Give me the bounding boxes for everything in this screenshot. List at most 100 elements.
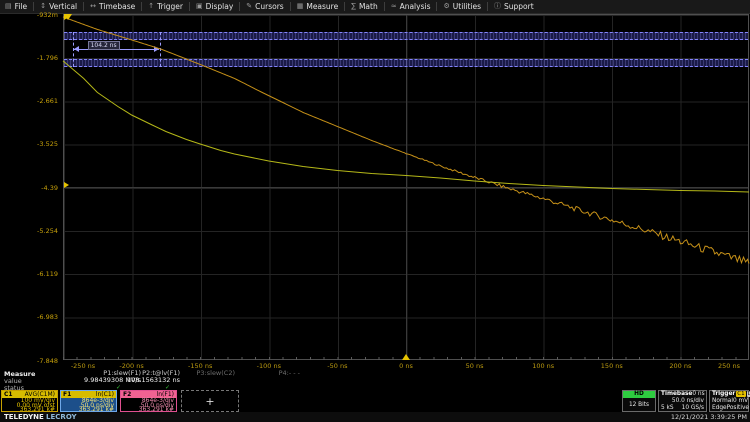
menu-item-display[interactable]: ▣ Display: [191, 0, 238, 13]
timebase-scale: 50.0 ns/div: [671, 398, 704, 404]
menu-item-analysis[interactable]: ≈ Analysis: [386, 0, 436, 13]
menu-separator: [344, 2, 346, 11]
x-axis-label: 200 ns: [669, 362, 692, 370]
add-trace-button[interactable]: +: [181, 390, 239, 412]
p3-label: P3:slew(C2): [196, 369, 236, 377]
f1-tag: ln(C1): [95, 391, 114, 398]
menu-item-label: Support: [504, 2, 534, 11]
x-axis-label: -100 ns: [256, 362, 281, 370]
cursor-delta-label: 104.2 ns: [87, 41, 120, 50]
brand-logo: TELEDYNE LECROY: [4, 413, 77, 421]
trigger-mode: Normal: [712, 398, 733, 404]
c1-tag: AVG(C1M): [24, 391, 55, 398]
f2-scale: 864e-3/div: [141, 397, 174, 404]
f1-id: F1: [63, 391, 72, 398]
menu-bar: ▤ File ↕ Vertical ↔ Timebase ↑ Trigger ▣ Display ✎…: [0, 0, 750, 14]
f1-timebase: 50.0 ns/div: [80, 401, 114, 409]
measure-param-p2[interactable]: P2:t@lv(F1) 108.1563132 ns ✓: [80, 369, 180, 392]
support-icon: ⓘ: [494, 2, 501, 10]
p2-label: P2:t@lv(F1): [142, 369, 180, 377]
menu-item-support[interactable]: ⓘ Support: [489, 0, 539, 13]
menu-separator: [383, 2, 385, 11]
display-icon: ▣: [196, 2, 203, 10]
measure-param-p1[interactable]: P1:slew(F1) 9.98439308 MV/s ✓: [41, 369, 141, 392]
measure-param-p3[interactable]: P3:slew(C2): [135, 369, 236, 377]
c1-sweeps: 363.291 k#: [19, 406, 55, 414]
x-axis-label: -250 ns: [70, 362, 96, 370]
timebase-offset: 0 ns: [692, 391, 705, 397]
menu-item-measure[interactable]: ▦ Measure: [292, 0, 344, 13]
y-axis-label: -5.254: [37, 226, 58, 235]
menu-item-vertical[interactable]: ↕ Vertical: [35, 0, 82, 13]
menu-item-utilities[interactable]: ⚙ Utilities: [438, 0, 486, 13]
p1-value: 9.98439308 MV/s: [84, 376, 141, 384]
menu-item-trigger[interactable]: ↑ Trigger: [143, 0, 188, 13]
timebase-samples: 5 kS: [661, 405, 674, 411]
hd-badge: HD: [623, 391, 655, 398]
y-axis-label: -7.848: [37, 356, 58, 365]
menu-item-math[interactable]: ∑ Math: [346, 0, 382, 13]
p1-status-ok-icon: ✓: [115, 384, 121, 391]
menu-separator: [83, 2, 85, 11]
menu-item-label: File: [14, 2, 28, 11]
menu-item-label: Trigger: [157, 2, 183, 11]
measure-gate-band[interactable]: [64, 32, 748, 41]
measure-icon: ▦: [296, 2, 304, 10]
y-axis-label: -1.796: [37, 53, 58, 62]
f2-tag: ln(F1): [156, 391, 174, 398]
menu-separator: [33, 2, 35, 11]
measure-param-p4[interactable]: P4:- - -: [200, 370, 300, 377]
x-axis-label: 0 ns: [399, 362, 413, 370]
y-axis-label: -2.661: [37, 97, 58, 105]
menu-item-label: Vertical: [49, 2, 78, 11]
trigger-level: 0 mV: [732, 398, 749, 404]
f-trace-level-marker[interactable]: [64, 182, 69, 188]
timebase-rate: 10 GS/s: [681, 405, 704, 411]
menu-item-cursors[interactable]: ✎ Cursors: [241, 0, 288, 13]
y-axis-label: -932m: [36, 10, 58, 19]
menu-item-label: Math: [358, 2, 378, 11]
p1-label: P1:slew(F1): [103, 369, 141, 377]
menu-item-timebase[interactable]: ↔ Timebase: [85, 0, 140, 13]
trigger-icon: ↑: [148, 2, 155, 10]
c1-scale: 100 mV/div: [20, 397, 55, 404]
y-axis-label: -6.983: [37, 313, 58, 322]
menu-separator: [141, 2, 143, 11]
c1-level-marker[interactable]: [64, 14, 69, 20]
channel-descriptor-c1[interactable]: C1 AVG(C1M) 100 mV/div 0.00 mV ofst 363.…: [1, 390, 58, 412]
timebase-icon: ↔: [90, 2, 97, 10]
f2-sweeps: 363.291 k#: [138, 406, 174, 414]
measure-title: Measure: [4, 370, 36, 378]
datetime: 12/21/2021 3:39:25 PM: [670, 413, 747, 421]
analysis-icon: ≈: [390, 2, 397, 10]
timebase-summary-box[interactable]: Timebase 0 ns 50.0 ns/div 5 kS 10 GS/s: [658, 390, 707, 412]
x-axis-label: 50 ns: [465, 362, 484, 370]
x-axis-label: 100 ns: [532, 362, 555, 370]
x-axis-label: 250 ns: [718, 362, 740, 370]
trigger-coupling-chip: DC: [746, 391, 750, 397]
f2-timebase: 50.0 ns/div: [140, 401, 174, 409]
measure-table: Measure value status P1:slew(F1) 9.98439…: [0, 369, 750, 393]
hd-mode-box[interactable]: HD 12 Bits: [622, 390, 656, 412]
function-descriptor-f1[interactable]: F1 ln(C1) 864e-3/div 50.0 ns/div 363.291…: [60, 390, 117, 412]
menu-separator: [289, 2, 291, 11]
x-axis-label: -50 ns: [327, 362, 348, 370]
menu-separator: [239, 2, 241, 11]
menu-item-file[interactable]: ▤ File: [0, 0, 32, 13]
timebase-label: Timebase: [661, 391, 693, 397]
trigger-position-marker[interactable]: [402, 354, 410, 360]
f1-scale: 864e-3/div: [81, 397, 114, 404]
menu-item-label: Analysis: [399, 2, 431, 11]
p2-value: 108.1563132 ns: [127, 376, 180, 384]
measure-row-status-label: status: [4, 384, 24, 392]
file-icon: ▤: [5, 2, 12, 10]
measure-gate-band[interactable]: [64, 59, 748, 68]
y-axis-label: -3.525: [37, 140, 58, 149]
measure-row-value-label: value: [4, 377, 22, 385]
function-descriptor-f2[interactable]: F2 ln(F1) 864e-3/div 50.0 ns/div 363.291…: [120, 390, 177, 412]
trigger-source-chip: C1: [736, 391, 746, 397]
cursor-right-line[interactable]: [159, 32, 161, 68]
y-axis-label: -4.39: [41, 183, 58, 192]
